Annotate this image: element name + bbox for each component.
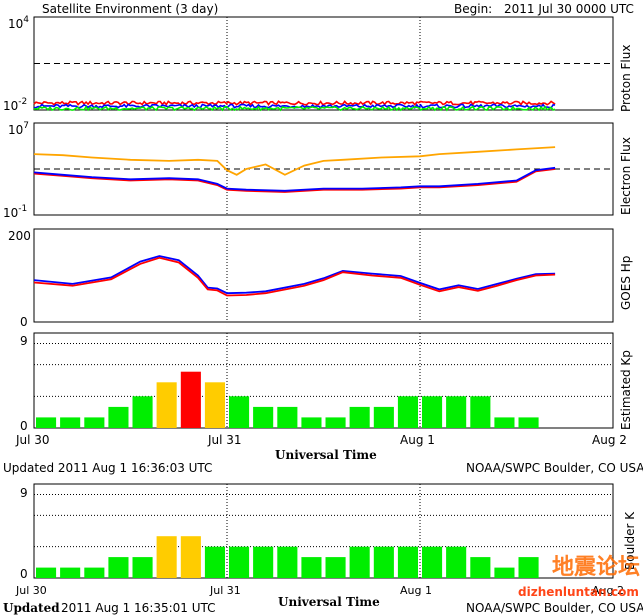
xtick-jul30: Jul 30 xyxy=(15,433,50,447)
kp-bar xyxy=(180,371,201,428)
proton-ytick-top: 104 xyxy=(8,15,29,31)
kp-bar xyxy=(277,406,298,428)
hp-ylabel: GOES Hp xyxy=(619,256,633,310)
kp-ytick-bottom: 0 xyxy=(20,419,28,433)
kp-bar xyxy=(373,406,394,428)
electron-ytick-bottom: 10-1 xyxy=(3,204,27,220)
kp-bar xyxy=(36,417,57,428)
electron-series-blue xyxy=(33,166,556,192)
kp-bar xyxy=(494,417,515,428)
bk-bar xyxy=(277,546,298,578)
hp-series-blue xyxy=(33,255,556,295)
source-text-2: NOAA/SWPC Boulder, CO USA xyxy=(466,601,643,615)
x-axis-label: Universal Time xyxy=(275,448,377,462)
watermark-url: dizhenluntan.com xyxy=(518,585,639,599)
bk-bar xyxy=(446,546,467,578)
bk-bar xyxy=(204,546,225,578)
bk-bar xyxy=(349,546,370,578)
updated-text-1: Updated 2011 Aug 1 16:36:03 UTC xyxy=(3,461,212,475)
updated-value-2: 2011 Aug 1 16:35:01 UTC xyxy=(61,601,216,615)
kp-bar xyxy=(325,417,346,428)
bk-bar xyxy=(253,546,274,578)
proton-series-red xyxy=(33,100,556,106)
bk-bar xyxy=(84,567,105,578)
hp-ytick-bottom: 0 xyxy=(20,315,28,329)
proton-ytick-bottom: 10-2 xyxy=(3,97,27,113)
electron-series-red xyxy=(33,168,556,193)
hp-frame xyxy=(33,228,614,323)
xtick2-aug2: Aug 2 xyxy=(592,584,624,597)
watermark-chinese: 地震论坛 xyxy=(552,554,640,580)
chart-title: Satellite Environment (3 day) xyxy=(42,2,218,16)
kp-bar xyxy=(108,406,129,428)
bk-bar xyxy=(132,557,153,578)
bk-bar xyxy=(156,536,177,578)
kp-bar xyxy=(422,396,443,428)
begin-label: Begin: xyxy=(454,2,492,16)
estimated-kp-panel xyxy=(33,332,614,429)
proton-series-green xyxy=(33,105,556,112)
bk-ylabel: Boulder K xyxy=(623,511,637,570)
bk-bar xyxy=(397,546,418,578)
kp-bar xyxy=(470,396,491,428)
proton-flux-panel xyxy=(33,16,614,112)
electron-ylabel: Electron Flux xyxy=(619,137,633,215)
boulder-k-panel xyxy=(33,483,614,579)
bk-bar xyxy=(373,546,394,578)
kp-bar xyxy=(301,417,322,428)
bk-ytick-top: 9 xyxy=(20,486,28,500)
xtick2-aug1: Aug 1 xyxy=(400,584,432,597)
kp-bar xyxy=(229,396,250,428)
kp-bar xyxy=(446,396,467,428)
electron-flux-panel xyxy=(33,122,614,216)
bk-bar xyxy=(470,557,491,578)
bk-bar xyxy=(518,557,539,578)
bk-bar xyxy=(180,536,201,578)
x-axis-label-2: Universal Time xyxy=(278,595,380,609)
hp-ytick-top: 200 xyxy=(8,229,31,243)
kp-bar xyxy=(60,417,81,428)
kp-bar xyxy=(518,417,539,428)
proton-ylabel: Proton Flux xyxy=(619,45,633,112)
kp-frame xyxy=(33,332,614,429)
source-text-1: NOAA/SWPC Boulder, CO USA xyxy=(466,461,643,475)
xtick-jul31: Jul 31 xyxy=(207,433,242,447)
bk-bar xyxy=(108,557,129,578)
begin-value: 2011 Jul 30 0000 UTC xyxy=(504,2,634,16)
hp-series-red xyxy=(33,256,556,297)
electron-ytick-top: 107 xyxy=(8,121,29,137)
bk-bar xyxy=(36,567,57,578)
bk-ytick-bottom: 0 xyxy=(20,567,28,581)
xtick-aug1: Aug 1 xyxy=(400,433,435,447)
electron-series-orange xyxy=(33,146,556,176)
updated-label-2: Updated xyxy=(3,601,60,615)
kp-ylabel: Estimated Kp xyxy=(619,350,633,430)
bk-bar xyxy=(301,557,322,578)
kp-bar xyxy=(132,396,153,428)
kp-bar xyxy=(397,396,418,428)
bk-bar xyxy=(60,567,81,578)
kp-bar xyxy=(84,417,105,428)
kp-bar xyxy=(349,406,370,428)
xtick2-jul31: Jul 31 xyxy=(209,584,241,597)
bk-bar xyxy=(422,546,443,578)
xtick-aug2: Aug 2 xyxy=(592,433,627,447)
kp-bar xyxy=(253,406,274,428)
bk-frame xyxy=(33,483,614,579)
proton-series-blue xyxy=(33,103,556,110)
bk-bar xyxy=(325,557,346,578)
kp-bar xyxy=(156,382,177,428)
xtick2-jul30: Jul 30 xyxy=(15,584,47,597)
bk-bar xyxy=(229,546,250,578)
goes-hp-panel xyxy=(33,228,614,323)
kp-bar xyxy=(204,382,225,428)
kp-ytick-top: 9 xyxy=(20,334,28,348)
bk-bar xyxy=(494,567,515,578)
